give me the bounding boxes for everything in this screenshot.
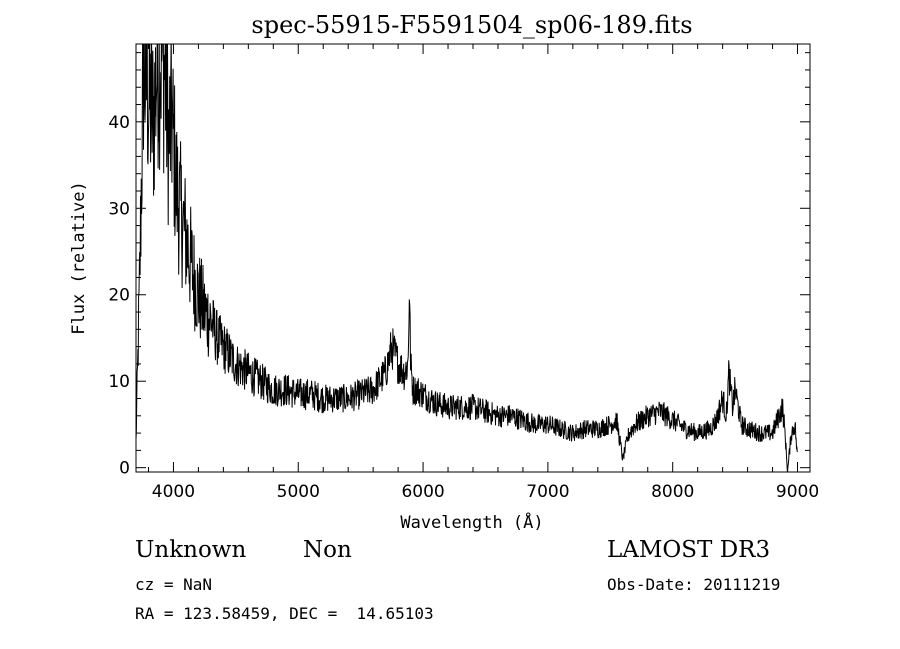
- x-tick-label: 6000: [401, 482, 444, 502]
- x-tick-label: 9000: [776, 482, 819, 502]
- survey-name: LAMOST DR3: [607, 537, 771, 563]
- x-tick-label: 4000: [152, 482, 195, 502]
- chart-title: spec-55915-F5591504_sp06-189.fits: [251, 11, 692, 39]
- plot-area: 4000 5000 6000 7000 8000 9000 0 10 20 30 40: [108, 43, 819, 502]
- y-tick-label: 30: [108, 199, 130, 219]
- y-tick-label: 40: [108, 113, 130, 133]
- y-tick-label: 20: [108, 286, 130, 306]
- object-class: Unknown: [135, 537, 247, 563]
- object-subclass: Non: [303, 537, 352, 563]
- y-axis-label: Flux (relative): [69, 181, 89, 335]
- y-tick-label: 10: [108, 372, 130, 392]
- y-tick-label: 0: [119, 459, 130, 479]
- plot-frame: [135, 43, 811, 473]
- spectrum-line: [136, 44, 798, 472]
- observation-date: Obs-Date: 20111219: [607, 575, 781, 594]
- coordinates: RA = 123.58459, DEC = 14.65103: [135, 604, 434, 623]
- x-tick-label: 8000: [651, 482, 694, 502]
- redshift-value: cz = NaN: [135, 575, 213, 594]
- x-axis-label: Wavelength (Å): [400, 511, 543, 533]
- x-tick-label: 7000: [526, 482, 569, 502]
- x-tick-label: 5000: [277, 482, 320, 502]
